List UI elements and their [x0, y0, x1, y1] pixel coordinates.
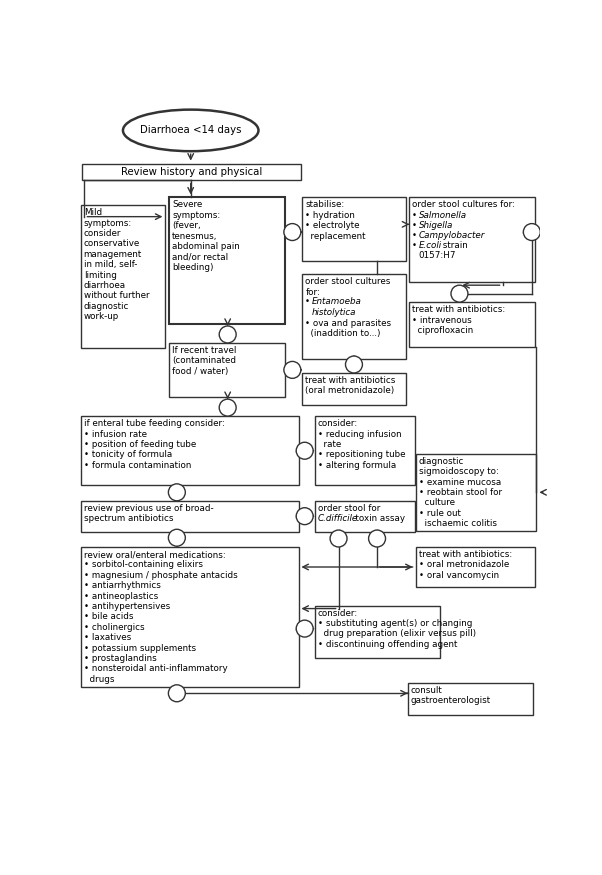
Bar: [81, 205, 166, 347]
Text: −: −: [172, 533, 181, 542]
Text: treat with antibiotics:
• oral metronidazole
• oral vancomycin: treat with antibiotics: • oral metronida…: [418, 550, 512, 580]
Text: consider:
• substituting agent(s) or changing
  drug preparation (elixir versus : consider: • substituting agent(s) or cha…: [318, 609, 476, 648]
Text: order stool cultures
for:: order stool cultures for:: [305, 277, 391, 297]
Bar: [81, 547, 299, 687]
Bar: [315, 416, 415, 486]
Circle shape: [296, 507, 313, 525]
Text: toxin assay: toxin assay: [350, 514, 405, 523]
Bar: [409, 198, 535, 282]
Text: E.coli: E.coli: [418, 242, 442, 250]
Circle shape: [296, 620, 313, 637]
Circle shape: [169, 529, 185, 546]
Text: +: +: [288, 227, 297, 237]
Ellipse shape: [123, 109, 258, 151]
Text: Salmonella: Salmonella: [418, 211, 467, 220]
Text: treat with antibiotics
(oral metronidazole): treat with antibiotics (oral metronidazo…: [305, 376, 396, 396]
Text: stabilise:
• hydration
• electrolyte
  replacement: stabilise: • hydration • electrolyte rep…: [305, 200, 366, 241]
Circle shape: [451, 285, 468, 302]
Text: Campylobacter: Campylobacter: [418, 231, 485, 241]
Text: if enteral tube feeding consider:
• infusion rate
• position of feeding tube
• t: if enteral tube feeding consider: • infu…: [84, 419, 225, 470]
Circle shape: [330, 530, 347, 547]
Text: • ova and parasites
  (inaddition to...): • ova and parasites (inaddition to...): [305, 319, 391, 339]
Text: strain: strain: [440, 242, 468, 250]
Bar: [302, 198, 406, 261]
Bar: [82, 164, 301, 180]
Bar: [409, 302, 535, 347]
Bar: [415, 454, 536, 531]
Bar: [408, 682, 533, 715]
Bar: [302, 275, 406, 359]
Circle shape: [346, 356, 362, 373]
Text: Mild
symptoms:
consider
conservative
management
in mild, self-
limiting
diarrhoe: Mild symptoms: consider conservative man…: [84, 208, 149, 321]
Text: diagnostic
sigmoidoscopy to:
• examine mucosa
• reobtain stool for
  culture
• r: diagnostic sigmoidoscopy to: • examine m…: [418, 457, 501, 528]
Text: consider:
• reducing infusion
  rate
• repositioning tube
• altering formula: consider: • reducing infusion rate • rep…: [318, 419, 405, 470]
Text: order stool cultures for:: order stool cultures for:: [412, 200, 515, 209]
Text: +: +: [300, 445, 309, 456]
Bar: [415, 547, 535, 587]
Text: •: •: [412, 221, 420, 230]
Text: review previous use of broad-
spectrum antibiotics: review previous use of broad- spectrum a…: [84, 504, 213, 523]
Bar: [169, 198, 285, 325]
Text: +: +: [300, 624, 309, 634]
Text: •: •: [412, 242, 420, 250]
Text: −: −: [172, 689, 181, 698]
Text: +: +: [349, 360, 359, 369]
Text: treat with antibiotics:
• intravenous
  ciprofloxacin: treat with antibiotics: • intravenous ci…: [412, 305, 506, 335]
Text: +: +: [288, 365, 297, 374]
Text: •: •: [305, 298, 313, 306]
Circle shape: [296, 442, 313, 459]
Circle shape: [523, 224, 541, 241]
Text: +: +: [373, 534, 382, 543]
Bar: [169, 343, 285, 397]
Text: −: −: [334, 534, 343, 543]
Bar: [81, 416, 299, 486]
Text: C.difficile: C.difficile: [318, 514, 358, 523]
Circle shape: [368, 530, 385, 547]
Circle shape: [284, 361, 301, 378]
Text: −: −: [223, 402, 232, 413]
Text: +: +: [455, 289, 464, 298]
Text: Review history and physical: Review history and physical: [121, 167, 262, 177]
Text: order stool for: order stool for: [318, 504, 380, 513]
Circle shape: [219, 399, 236, 416]
Text: •: •: [412, 211, 420, 220]
Bar: [315, 500, 415, 532]
Text: Diarrhoea <14 days: Diarrhoea <14 days: [140, 125, 241, 136]
Text: −: −: [172, 487, 181, 497]
Text: •: •: [412, 231, 420, 241]
Circle shape: [219, 326, 236, 343]
Text: Entamoeba
histolytica: Entamoeba histolytica: [312, 298, 361, 317]
Text: +: +: [300, 511, 309, 522]
Bar: [81, 500, 299, 532]
Circle shape: [169, 484, 185, 500]
Text: Shigella: Shigella: [418, 221, 453, 230]
Text: Severe
symptoms:
(fever,
tenesmus,
abdominal pain
and/or rectal
bleeding): Severe symptoms: (fever, tenesmus, abdom…: [172, 200, 240, 272]
Circle shape: [284, 224, 301, 241]
Text: review oral/enteral medications:
• sorbitol-containing elixirs
• magnesium / pho: review oral/enteral medications: • sorbi…: [84, 550, 237, 684]
Text: −: −: [527, 227, 536, 237]
Text: ±: ±: [223, 330, 232, 340]
Bar: [302, 373, 406, 405]
Text: 0157:H7: 0157:H7: [418, 251, 456, 260]
Text: If recent travel
(contaminated
food / water): If recent travel (contaminated food / wa…: [172, 346, 237, 375]
Bar: [315, 606, 440, 658]
Text: consult
gastroenterologist: consult gastroenterologist: [411, 686, 491, 705]
Circle shape: [169, 685, 185, 702]
